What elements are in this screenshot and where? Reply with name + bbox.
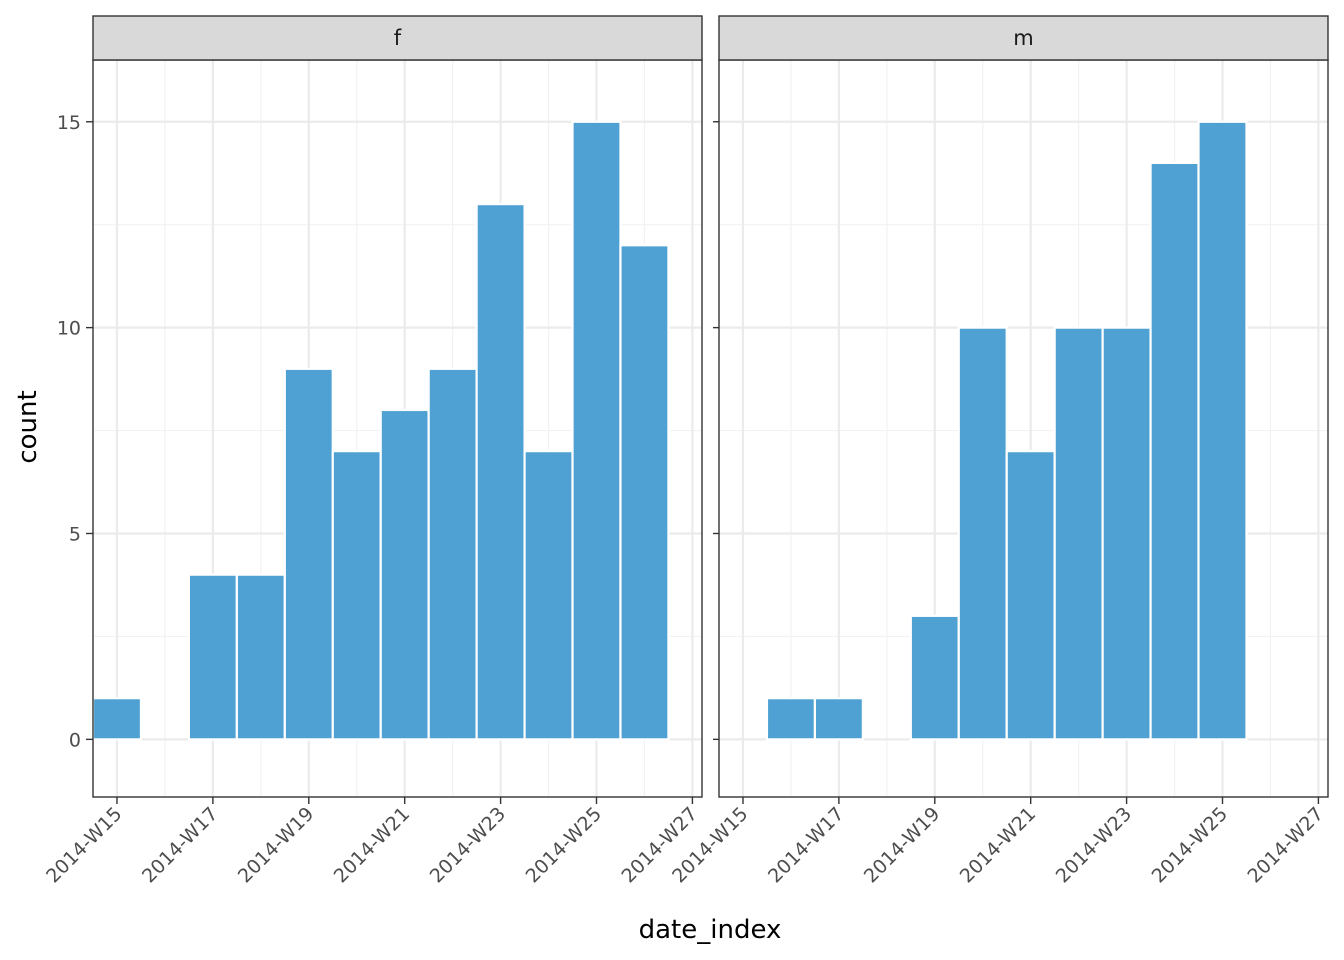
bar-f-2014-W15 (91, 697, 143, 741)
facet-strip-label: m (1013, 26, 1033, 50)
x-tick-label: 2014-W21 (330, 803, 414, 887)
bar-f-2014-W22 (427, 367, 478, 741)
bar-f-2014-W25 (571, 120, 622, 741)
x-tick-label: 2014-W19 (860, 803, 944, 887)
bar-m-2014-W17 (813, 697, 864, 741)
x-tick-label: 2014-W17 (138, 803, 222, 887)
x-axis-m: 2014-W15 2014-W17 2014-W19 2014-W21 2014-W23… (668, 797, 1328, 887)
bar-f-2014-W18 (235, 573, 286, 741)
x-tick-label: 2014-W21 (956, 803, 1040, 887)
bar-m-2014-W24 (1149, 161, 1200, 741)
y-axis-title: count (13, 390, 43, 463)
bars (765, 120, 1248, 741)
y-axis: 0 5 10 15 (57, 112, 93, 751)
facet-strip-label: f (394, 26, 402, 50)
bar-m-2014-W20 (957, 326, 1008, 741)
x-tick-label: 2014-W23 (1052, 803, 1136, 887)
x-tick-label: 2014-W25 (522, 803, 606, 887)
bar-m-2014-W19 (909, 614, 960, 741)
bar-f-2014-W23 (475, 203, 526, 741)
bar-f-2014-W26 (619, 244, 670, 741)
y-tick-label: 0 (69, 729, 81, 751)
x-tick-label: 2014-W19 (234, 803, 318, 887)
x-tick-label: 2014-W15 (42, 803, 126, 887)
y-tick-label: 15 (57, 112, 81, 134)
y-tick-label: 10 (57, 318, 81, 340)
x-tick-label: 2014-W27 (1244, 803, 1328, 887)
x-axis-title: date_index (639, 915, 782, 945)
facet-strip (92, 15, 703, 61)
bar-m-2014-W16 (765, 697, 817, 741)
bar-m-2014-W21 (1005, 450, 1056, 741)
x-axis-f: 2014-W15 2014-W17 2014-W19 2014-W21 2014-W23… (42, 797, 702, 887)
bar-f-2014-W20 (331, 450, 382, 741)
facet-panel-m: m 2014-W15 2014-W17 2014-W19 2014-W21 2014-W2… (668, 15, 1329, 887)
bar-f-2014-W19 (283, 367, 334, 741)
bar-m-2014-W23 (1101, 326, 1152, 741)
x-tick-label: 2014-W17 (764, 803, 848, 887)
x-tick-label: 2014-W23 (426, 803, 510, 887)
bar-m-2014-W22 (1053, 326, 1104, 741)
y-tick-label: 5 (69, 523, 81, 545)
bar-f-2014-W24 (523, 450, 574, 741)
bar-f-2014-W17 (187, 573, 238, 741)
x-tick-label: 2014-W25 (1148, 803, 1232, 887)
facet-strip (718, 15, 1329, 61)
bar-f-2014-W21 (379, 408, 430, 741)
bar-m-2014-W25 (1197, 120, 1248, 741)
bars (91, 120, 670, 741)
